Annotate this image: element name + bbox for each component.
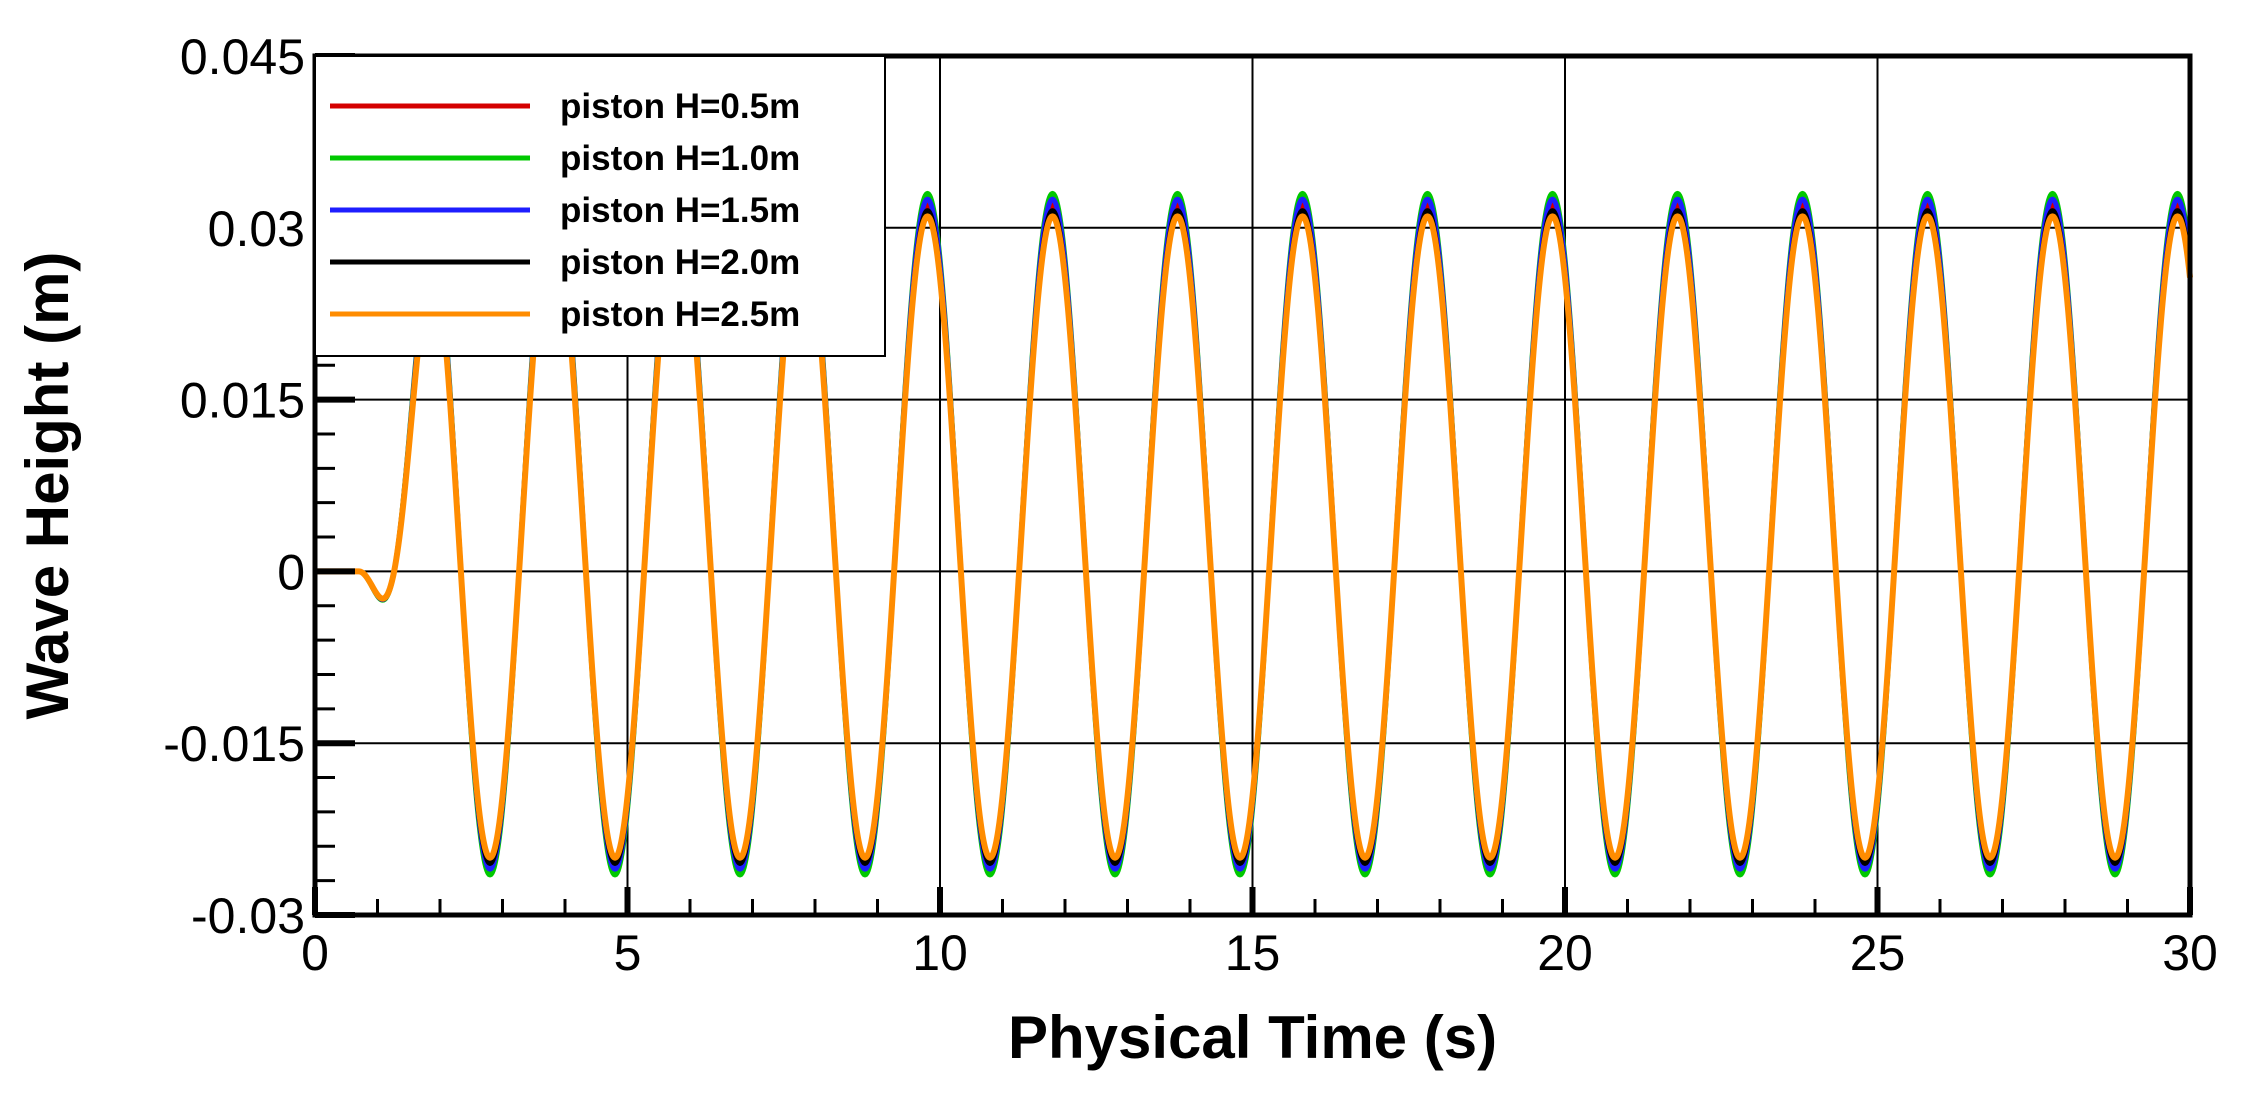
grid (315, 56, 2190, 915)
y-tick-label: 0.045 (180, 29, 305, 85)
y-tick-label: 0 (277, 544, 305, 600)
y-axis-title: Wave Height (m) (14, 252, 81, 720)
x-tick-label: 10 (912, 925, 968, 981)
plot-frame (312, 53, 2193, 918)
legend-label: piston H=2.5m (560, 295, 800, 334)
x-axis-title: Physical Time (s) (1008, 1004, 1497, 1071)
legend-label: piston H=1.0m (560, 139, 800, 178)
x-tick-label: 25 (1850, 925, 1906, 981)
x-tick-label: 5 (614, 925, 642, 981)
y-tick-label: -0.03 (191, 888, 305, 944)
legend-label: piston H=1.5m (560, 191, 800, 230)
legend-label: piston H=0.5m (560, 87, 800, 126)
tick-labels: 0 5 10 15 20 25 30 -0.03 -0.015 0 0.015 0.03 0.045 (163, 29, 2218, 981)
x-tick-label: 20 (1537, 925, 1593, 981)
x-tick-label: 0 (301, 925, 329, 981)
series-lines (313, 190, 2193, 878)
legend: piston H=0.5m piston H=1.0m piston H=1.5m p… (314, 55, 886, 357)
x-tick-label: 30 (2162, 925, 2218, 981)
series-line-5 (313, 213, 2193, 861)
y-tick-label: 0.015 (180, 373, 305, 429)
y-tick-label: 0.03 (208, 201, 305, 257)
x-tick-label: 15 (1225, 925, 1281, 981)
y-tick-label: -0.015 (163, 716, 305, 772)
legend-label: piston H=2.0m (560, 243, 800, 282)
